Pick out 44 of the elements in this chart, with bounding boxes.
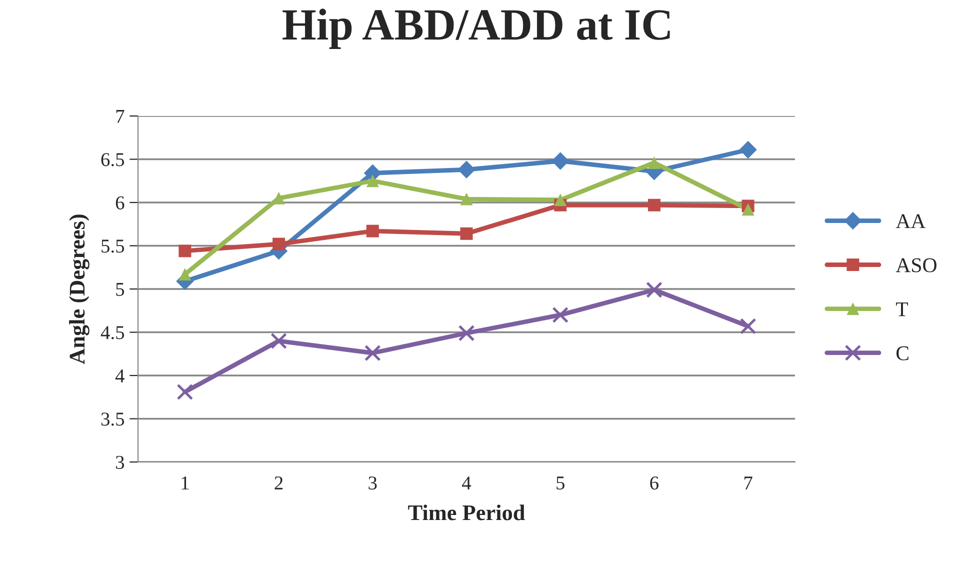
x-axis-title: Time Period <box>408 504 525 520</box>
legend-label: AA <box>896 214 926 228</box>
y-tick-label: 6.5 <box>101 153 124 166</box>
point <box>742 203 754 216</box>
legend-label: T <box>896 302 908 316</box>
y-tick-label: 4 <box>115 369 124 382</box>
point <box>552 306 569 324</box>
y-tick-label: 6 <box>116 196 124 210</box>
x-tick-label: 6 <box>650 476 658 490</box>
point <box>178 268 192 281</box>
point <box>739 140 757 159</box>
x-tick-label: 3 <box>368 476 377 490</box>
x-tick-label: 5 <box>556 476 564 490</box>
point <box>646 282 662 298</box>
point <box>648 198 660 212</box>
point <box>460 227 473 240</box>
point <box>178 244 192 258</box>
point <box>648 156 660 169</box>
point <box>458 160 476 178</box>
y-tick-label: 4.5 <box>100 326 124 340</box>
y-tick-label: 3.5 <box>101 412 124 426</box>
chart-title: Hip ABD/ADD at IC <box>282 8 670 49</box>
legend-label: C <box>896 346 908 360</box>
point <box>176 384 194 400</box>
y-tick-label: 7 <box>116 110 124 123</box>
point <box>366 174 379 188</box>
point <box>460 192 473 206</box>
point <box>364 344 381 362</box>
x-tick-label: 4 <box>462 476 472 490</box>
x-tick-label: 2 <box>274 476 283 490</box>
y-axis-title: Angle (Degrees) <box>69 214 90 364</box>
legend-label: ASO <box>896 258 936 272</box>
y-tick-label: 5 <box>116 283 124 296</box>
x-tick-label: 7 <box>744 476 752 490</box>
point <box>554 194 567 206</box>
y-tick-label: 3 <box>116 456 124 469</box>
point <box>272 238 286 250</box>
y-tick-label: 5.5 <box>102 240 124 253</box>
point <box>270 332 287 350</box>
point <box>366 224 379 238</box>
point <box>740 318 756 334</box>
x-tick-label: 1 <box>182 476 189 490</box>
point <box>458 324 475 342</box>
point <box>552 152 570 170</box>
